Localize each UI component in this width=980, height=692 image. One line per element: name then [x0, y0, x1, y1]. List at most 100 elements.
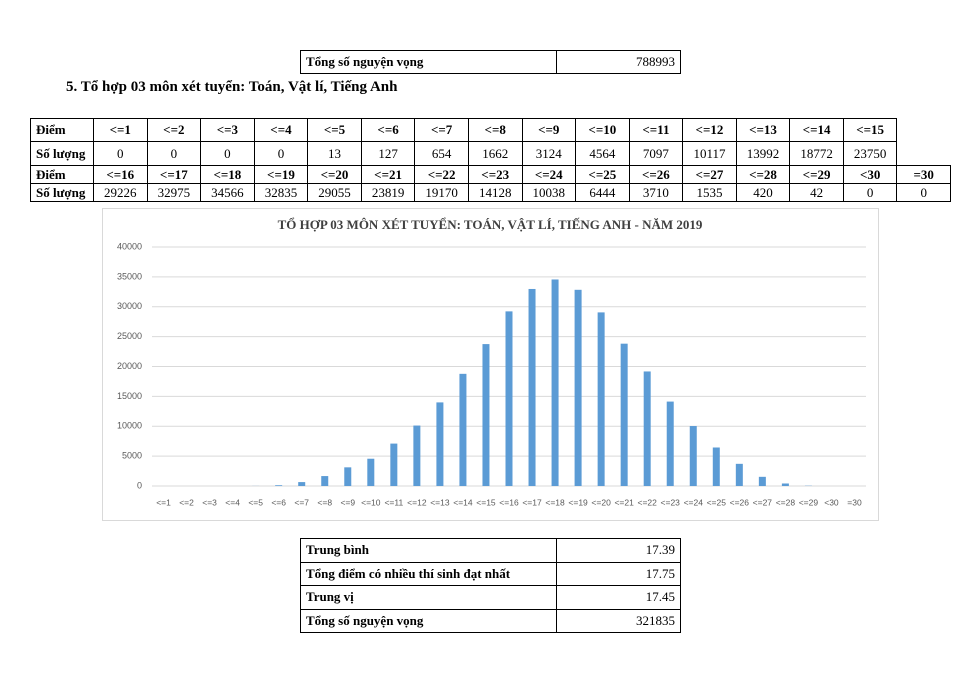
score-count: 14128 [467, 183, 523, 202]
score-count: 6444 [575, 183, 630, 202]
y-tick-label: 15000 [117, 391, 142, 401]
x-tick-label: <30 [824, 497, 839, 507]
bar [574, 289, 582, 486]
x-tick-label: <=18 [545, 497, 565, 507]
x-tick-label: <=12 [407, 497, 427, 507]
bar [298, 482, 306, 486]
bar [735, 463, 743, 486]
x-tick-label: <=3 [202, 497, 217, 507]
score-header: <=2 [146, 118, 202, 142]
score-count: 18772 [789, 141, 844, 166]
score-count: 0 [842, 183, 898, 202]
x-tick-label: <=29 [799, 497, 819, 507]
y-tick-label: 30000 [117, 301, 142, 311]
score-count: 0 [896, 183, 951, 202]
score-count: 654 [414, 141, 469, 166]
score-header: <=29 [789, 165, 844, 184]
y-tick-label: 35000 [117, 271, 142, 281]
bar [459, 373, 467, 486]
score-count: 29055 [307, 183, 362, 202]
score-header: <=18 [200, 165, 255, 184]
x-tick-label: <=17 [522, 497, 542, 507]
x-tick-label: <=28 [776, 497, 796, 507]
x-tick-label: <=23 [661, 497, 681, 507]
score-header: <=7 [414, 118, 469, 142]
score-count: 10117 [682, 141, 737, 166]
x-tick-label: <=8 [317, 497, 332, 507]
score-header: <=26 [628, 165, 684, 184]
score-header: <=13 [735, 118, 791, 142]
x-tick-label: <=19 [568, 497, 588, 507]
score-count: 127 [360, 141, 416, 166]
bar [367, 458, 375, 486]
score-header: <=9 [521, 118, 577, 142]
bar [528, 288, 536, 486]
bar [712, 447, 720, 486]
bar [413, 425, 421, 486]
x-tick-label: <=11 [384, 497, 403, 507]
score-count: 3124 [521, 141, 577, 166]
score-header: <=21 [360, 165, 416, 184]
score-header: <=3 [200, 118, 255, 142]
y-tick-label: 40000 [117, 241, 142, 251]
chart: TỔ HỢP 03 MÔN XÉT TUYỂN: TOÁN, VẬT LÍ, T… [102, 208, 879, 521]
y-tick-label: 20000 [117, 361, 142, 371]
score-header: <=27 [682, 165, 737, 184]
row-label: Số lượng [30, 141, 94, 166]
score-header: <=25 [575, 165, 630, 184]
y-tick-label: 10000 [117, 421, 142, 431]
section-heading: 5. Tổ hợp 03 môn xét tuyển: Toán, Vật lí… [66, 79, 398, 95]
score-count: 0 [200, 141, 255, 166]
bar [390, 443, 398, 486]
score-header: <=17 [146, 165, 202, 184]
x-tick-label: <=4 [225, 497, 240, 507]
bar [666, 401, 674, 486]
score-count: 420 [735, 183, 791, 202]
bar [597, 312, 605, 486]
bar [275, 485, 283, 486]
score-header: <30 [842, 165, 898, 184]
score-count: 13 [307, 141, 362, 166]
row-label: Điểm [30, 165, 94, 184]
score-header: <=8 [467, 118, 523, 142]
score-header: <=19 [253, 165, 309, 184]
score-count: 23750 [842, 141, 898, 166]
x-tick-label: <=26 [730, 497, 750, 507]
bar [321, 476, 329, 486]
x-tick-label: <=27 [753, 497, 773, 507]
chart-frame [102, 208, 879, 521]
bar [620, 343, 628, 486]
score-count: 3710 [628, 183, 684, 202]
score-count: 13992 [735, 141, 791, 166]
bar [689, 426, 697, 486]
bar [344, 467, 352, 486]
score-count: 19170 [414, 183, 469, 202]
score-count: 0 [93, 141, 148, 166]
score-header: <=24 [521, 165, 577, 184]
bar [781, 483, 789, 486]
x-tick-label: <=15 [476, 497, 496, 507]
x-tick-label: <=22 [637, 497, 657, 507]
score-header: <=6 [360, 118, 416, 142]
x-tick-label: <=16 [499, 497, 519, 507]
table-label: Trung vị [300, 585, 557, 610]
score-header: <=15 [842, 118, 898, 142]
table-label: Trung bình [300, 538, 557, 563]
score-count: 0 [253, 141, 309, 166]
table-label: Tổng số nguyện vọng [300, 608, 557, 633]
score-header: <=14 [789, 118, 844, 142]
bar [551, 279, 559, 486]
score-count: 32835 [253, 183, 309, 202]
score-count: 42 [789, 183, 844, 202]
bar [505, 311, 513, 486]
row-label: Điểm [30, 118, 94, 142]
score-count: 1662 [467, 141, 523, 166]
table-label: Tổng số nguyện vọng [300, 50, 557, 74]
bar [758, 476, 766, 486]
y-tick-label: 0 [137, 480, 142, 490]
bar [436, 402, 444, 486]
y-tick-label: 25000 [117, 331, 142, 341]
score-count: 34566 [200, 183, 255, 202]
x-tick-label: <=25 [707, 497, 727, 507]
table-value: 321835 [556, 608, 681, 633]
